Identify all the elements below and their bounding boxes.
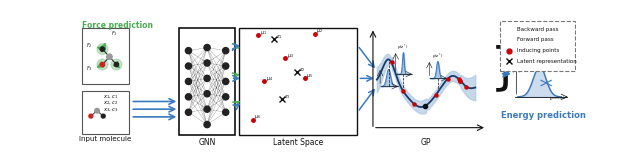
Text: $z_3$: $z_3$: [284, 93, 291, 101]
Circle shape: [204, 91, 210, 97]
Circle shape: [95, 108, 99, 113]
Circle shape: [223, 63, 229, 69]
Text: GP: GP: [420, 138, 431, 147]
Text: $F_2$: $F_2$: [86, 41, 92, 50]
Text: $F_1$: $F_1$: [111, 29, 118, 38]
Text: $E^{molecule}$: $E^{molecule}$: [548, 94, 566, 104]
Text: $\}$: $\}$: [489, 43, 516, 94]
Circle shape: [204, 121, 210, 128]
Circle shape: [101, 114, 105, 118]
Text: $x_1, c_1$: $x_1, c_1$: [103, 93, 118, 101]
Text: $\mu_6$: $\mu_6$: [254, 113, 262, 121]
Text: $x_2, c_2$: $x_2, c_2$: [103, 100, 118, 107]
Text: $\mu_2$: $\mu_2$: [316, 27, 323, 35]
Text: GNN: GNN: [198, 138, 216, 147]
Text: Latent Space: Latent Space: [273, 138, 323, 147]
Circle shape: [100, 62, 105, 67]
Circle shape: [204, 106, 210, 112]
Circle shape: [223, 94, 229, 100]
Circle shape: [223, 78, 229, 85]
Circle shape: [186, 109, 191, 115]
Circle shape: [186, 48, 191, 54]
Text: Input molecule: Input molecule: [79, 136, 132, 142]
Text: Backward pass: Backward pass: [517, 27, 559, 32]
Text: $p(E|molecule)$: $p(E|molecule)$: [518, 57, 548, 65]
Text: Force prediction: Force prediction: [83, 21, 154, 30]
Circle shape: [204, 75, 210, 81]
FancyBboxPatch shape: [500, 21, 575, 71]
Circle shape: [111, 59, 122, 70]
Text: $p(z^*)$: $p(z^*)$: [432, 52, 444, 62]
Circle shape: [204, 45, 210, 51]
FancyBboxPatch shape: [179, 28, 235, 135]
Text: Latent representation: Latent representation: [517, 59, 577, 64]
Circle shape: [100, 47, 105, 51]
Circle shape: [186, 94, 191, 100]
Text: $\mu_5$: $\mu_5$: [307, 72, 314, 80]
Circle shape: [115, 62, 118, 67]
Circle shape: [97, 44, 108, 55]
Circle shape: [97, 59, 108, 70]
Circle shape: [89, 114, 93, 118]
Text: $\mu_4$: $\mu_4$: [266, 75, 273, 83]
Text: Energy prediction: Energy prediction: [501, 111, 586, 120]
Circle shape: [223, 109, 229, 115]
Text: Inducing points: Inducing points: [517, 48, 559, 53]
FancyBboxPatch shape: [82, 91, 129, 134]
Circle shape: [186, 78, 191, 85]
Circle shape: [107, 54, 112, 59]
Text: $z_1$: $z_1$: [276, 33, 282, 41]
Circle shape: [204, 60, 210, 66]
Text: $F_3$: $F_3$: [86, 64, 92, 73]
Text: $p(z^*)$: $p(z^*)$: [397, 43, 410, 53]
Text: $x_3, c_3$: $x_3, c_3$: [103, 106, 118, 114]
Circle shape: [223, 48, 229, 54]
Text: Forward pass: Forward pass: [517, 37, 554, 42]
Text: $\mu_3$: $\mu_3$: [287, 52, 294, 60]
Text: $z_2$: $z_2$: [300, 66, 306, 74]
Circle shape: [186, 63, 191, 69]
Text: $\mu_1$: $\mu_1$: [260, 29, 267, 37]
FancyBboxPatch shape: [82, 28, 129, 84]
FancyBboxPatch shape: [239, 28, 358, 135]
